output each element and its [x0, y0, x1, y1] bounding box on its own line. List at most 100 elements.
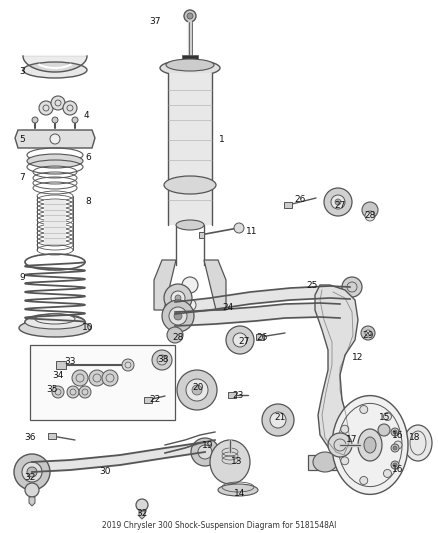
Circle shape	[391, 444, 399, 452]
Circle shape	[187, 13, 193, 19]
Ellipse shape	[176, 220, 204, 230]
Ellipse shape	[171, 291, 185, 305]
Polygon shape	[204, 260, 226, 310]
Circle shape	[393, 430, 397, 434]
Circle shape	[136, 499, 148, 511]
Text: 21: 21	[274, 414, 286, 423]
Text: 13: 13	[231, 457, 243, 466]
Text: 22: 22	[149, 395, 161, 405]
Bar	[168, 73, 212, 225]
Text: 11: 11	[246, 228, 258, 237]
Text: 29: 29	[362, 330, 374, 340]
Text: 26: 26	[256, 333, 268, 342]
Ellipse shape	[218, 484, 258, 496]
Text: 27: 27	[334, 200, 346, 209]
Circle shape	[63, 101, 77, 115]
Ellipse shape	[22, 462, 42, 482]
Ellipse shape	[324, 188, 352, 216]
Circle shape	[52, 117, 58, 123]
Polygon shape	[199, 232, 204, 238]
Text: 38: 38	[157, 356, 169, 365]
Ellipse shape	[226, 326, 254, 354]
Circle shape	[72, 117, 78, 123]
Text: 36: 36	[24, 433, 36, 442]
Text: 24: 24	[223, 303, 233, 311]
Text: 28: 28	[364, 211, 376, 220]
Circle shape	[79, 386, 91, 398]
Text: 18: 18	[409, 433, 421, 442]
Ellipse shape	[361, 326, 375, 340]
Text: 30: 30	[99, 467, 111, 477]
Ellipse shape	[23, 62, 87, 78]
Polygon shape	[315, 285, 358, 462]
Circle shape	[25, 483, 39, 497]
Circle shape	[67, 386, 79, 398]
Polygon shape	[284, 202, 292, 208]
Ellipse shape	[160, 60, 220, 76]
Ellipse shape	[27, 154, 83, 168]
Text: 32: 32	[25, 473, 35, 482]
Circle shape	[234, 223, 244, 233]
Circle shape	[393, 446, 397, 450]
Circle shape	[89, 370, 105, 386]
Text: 34: 34	[52, 370, 64, 379]
Text: 7: 7	[19, 174, 25, 182]
Bar	[30, 345, 175, 420]
Circle shape	[394, 441, 402, 449]
Polygon shape	[56, 361, 66, 369]
Polygon shape	[23, 56, 87, 72]
Ellipse shape	[19, 319, 91, 337]
Circle shape	[184, 299, 196, 311]
Ellipse shape	[192, 385, 202, 395]
Text: 32: 32	[136, 510, 148, 519]
Polygon shape	[144, 397, 152, 403]
Ellipse shape	[14, 454, 50, 490]
Circle shape	[391, 428, 399, 436]
Text: 20: 20	[192, 384, 204, 392]
Ellipse shape	[164, 284, 192, 312]
Circle shape	[32, 117, 38, 123]
Ellipse shape	[177, 370, 217, 410]
Circle shape	[360, 477, 368, 484]
Circle shape	[365, 211, 375, 221]
Circle shape	[52, 386, 64, 398]
Bar	[182, 55, 198, 63]
Ellipse shape	[335, 199, 341, 205]
Ellipse shape	[186, 379, 208, 401]
Text: 27: 27	[238, 337, 250, 346]
Ellipse shape	[362, 202, 378, 218]
Text: 14: 14	[234, 489, 246, 497]
Ellipse shape	[331, 195, 345, 209]
Text: 16: 16	[392, 431, 404, 440]
Circle shape	[122, 359, 134, 371]
Ellipse shape	[342, 277, 362, 297]
Ellipse shape	[25, 315, 85, 329]
Circle shape	[383, 470, 392, 478]
Text: 35: 35	[46, 385, 58, 394]
Ellipse shape	[332, 395, 408, 495]
Text: 9: 9	[19, 273, 25, 282]
Text: 3: 3	[19, 68, 25, 77]
Ellipse shape	[191, 438, 219, 466]
Circle shape	[341, 425, 349, 433]
Circle shape	[383, 413, 392, 421]
Text: 19: 19	[202, 440, 214, 449]
Circle shape	[365, 330, 371, 336]
Ellipse shape	[162, 300, 194, 332]
Ellipse shape	[233, 333, 247, 347]
Circle shape	[39, 101, 53, 115]
Ellipse shape	[169, 307, 187, 325]
Bar	[44, 200, 66, 245]
Ellipse shape	[262, 404, 294, 436]
Text: 25: 25	[306, 280, 318, 289]
Text: 23: 23	[232, 391, 244, 400]
Ellipse shape	[175, 295, 181, 301]
Circle shape	[50, 134, 60, 144]
Text: 33: 33	[64, 358, 76, 367]
Circle shape	[102, 370, 118, 386]
Ellipse shape	[404, 425, 432, 461]
Polygon shape	[256, 334, 264, 340]
Text: 37: 37	[149, 18, 161, 27]
Circle shape	[72, 370, 88, 386]
Ellipse shape	[152, 350, 172, 370]
